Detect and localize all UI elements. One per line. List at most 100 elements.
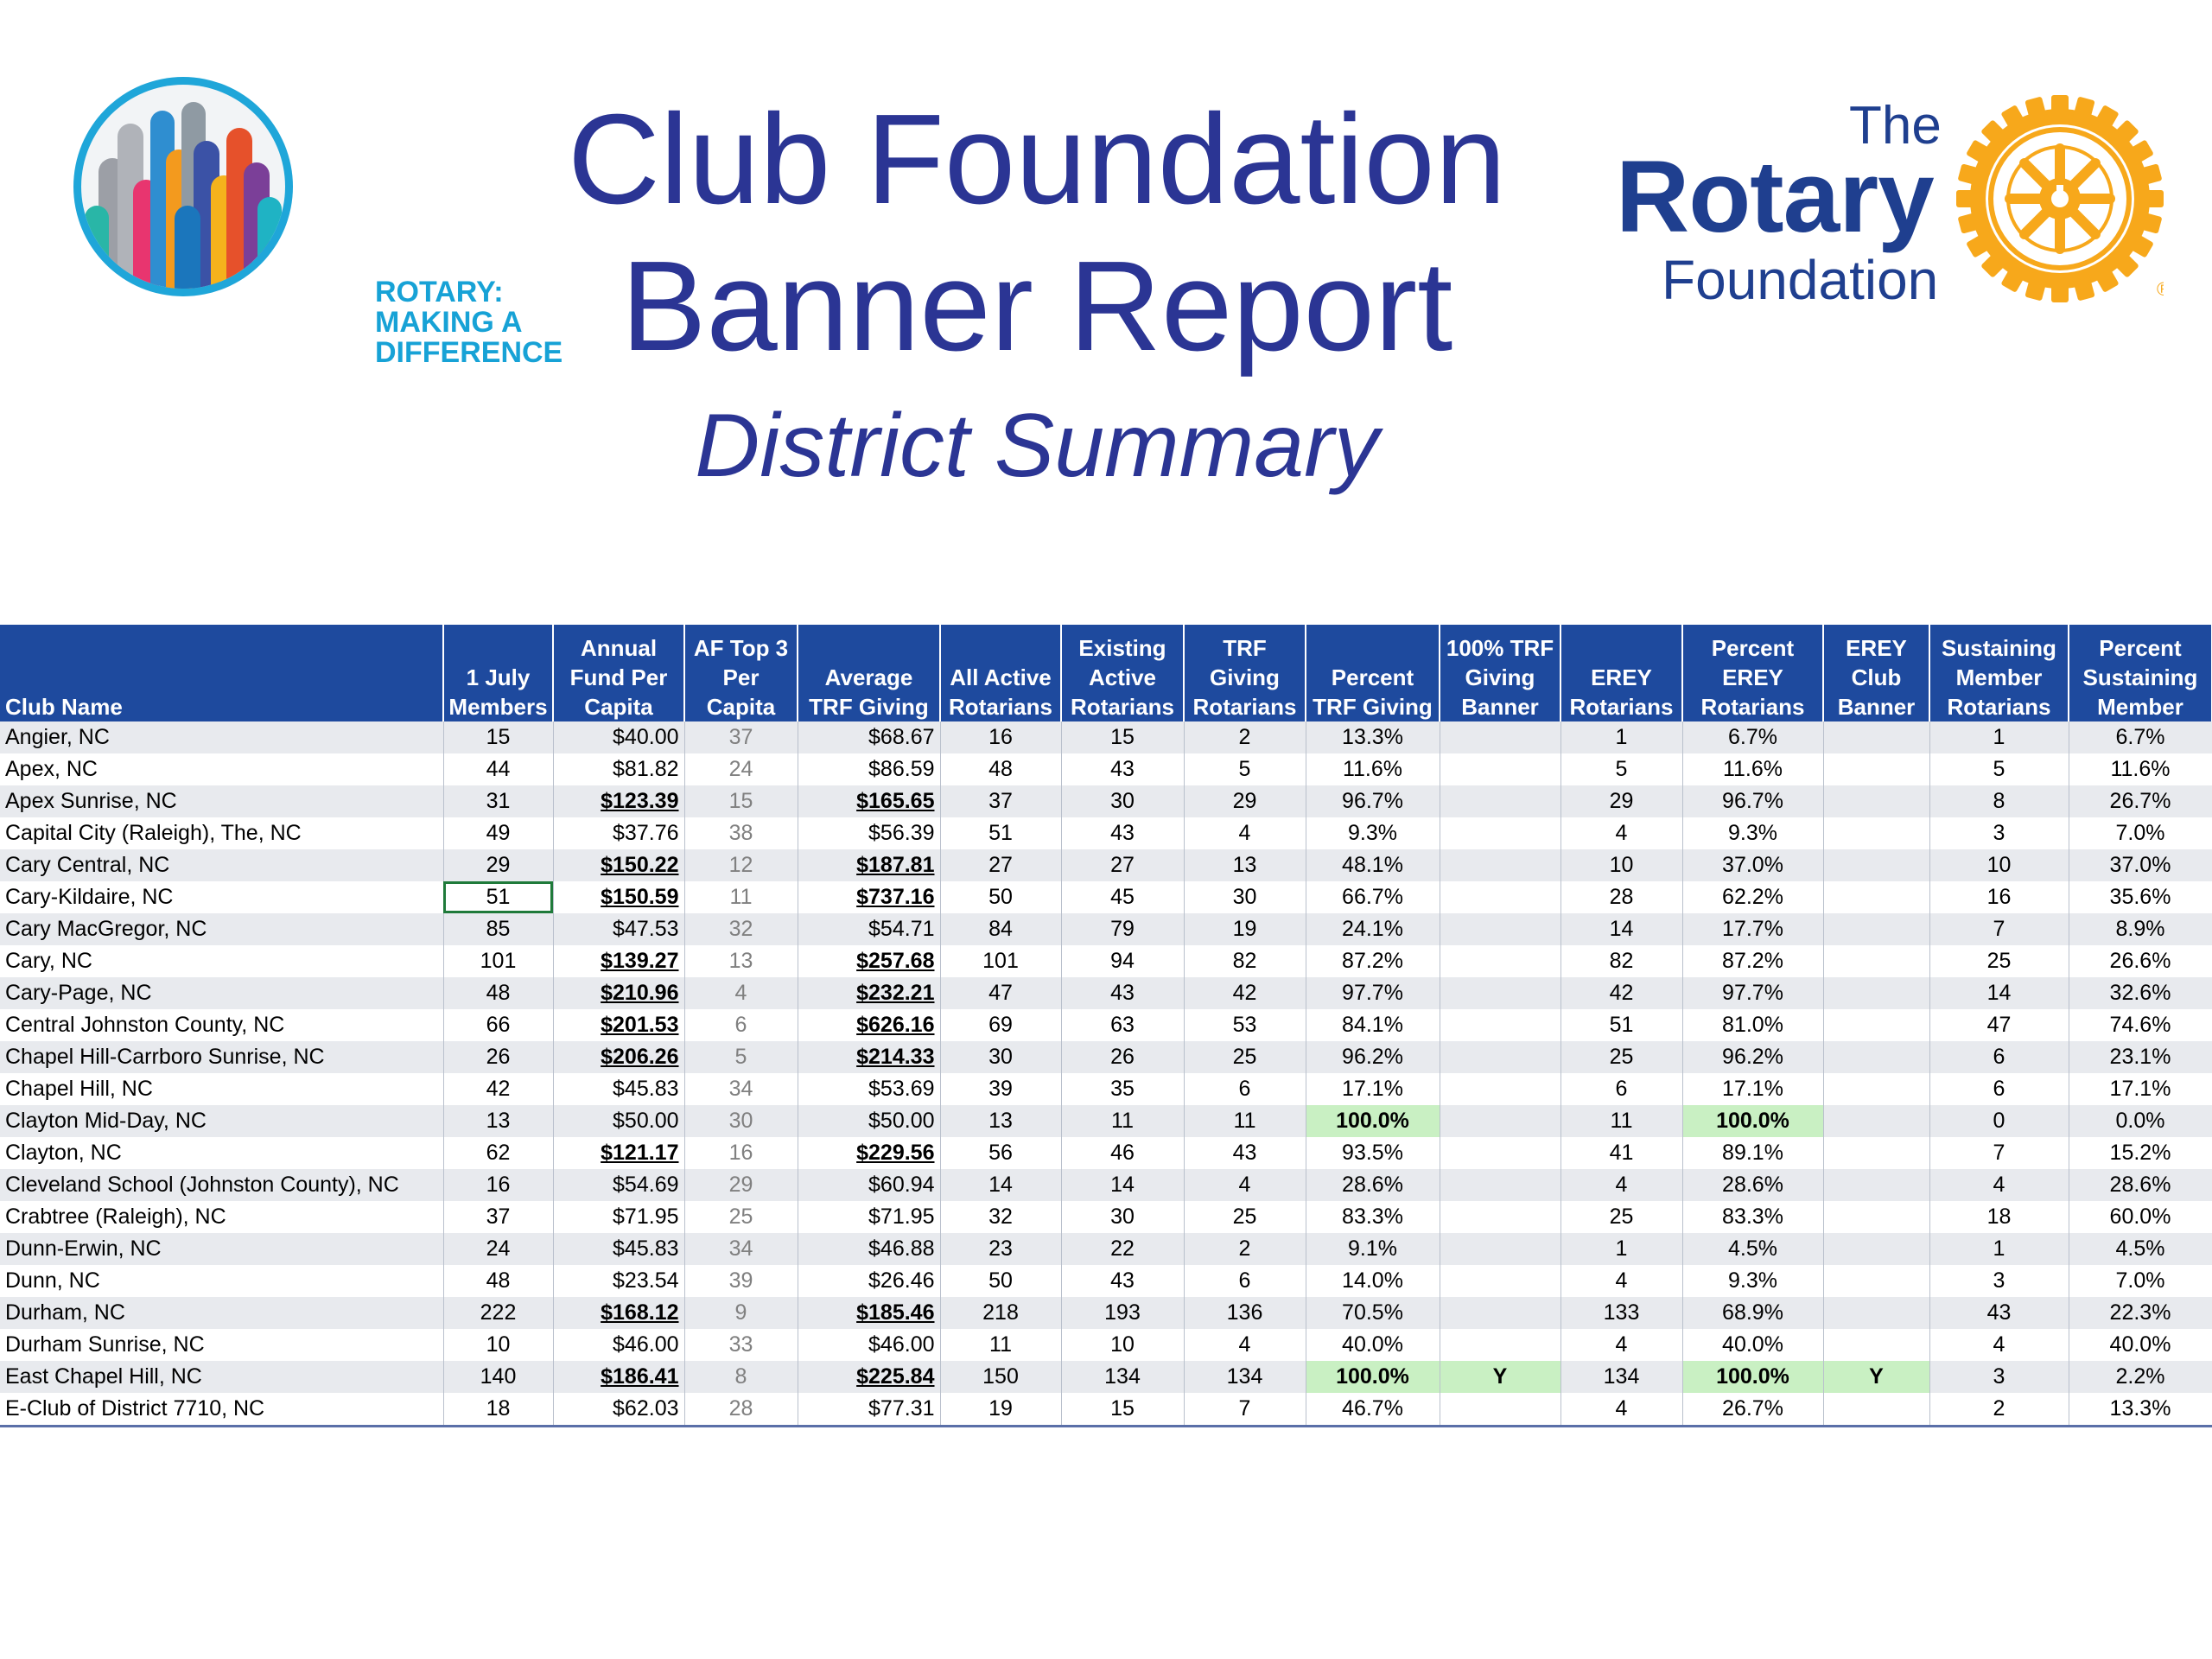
table-cell[interactable]: $37.76	[553, 817, 685, 849]
table-cell[interactable]	[1823, 753, 1930, 785]
table-cell[interactable]: 7.0%	[2069, 1265, 2212, 1297]
table-cell[interactable]: 13.3%	[2069, 1393, 2212, 1427]
table-cell[interactable]: 63	[1061, 1009, 1185, 1041]
table-cell[interactable]: 22	[1061, 1233, 1185, 1265]
table-cell[interactable]: 1	[1560, 721, 1683, 753]
table-cell[interactable]: 7	[1929, 1137, 2069, 1169]
table-cell[interactable]	[1823, 1329, 1930, 1361]
table-cell[interactable]: 85	[443, 913, 554, 945]
table-cell[interactable]: 222	[443, 1297, 554, 1329]
column-header[interactable]: Percent Sustaining Member	[2069, 625, 2212, 721]
table-cell[interactable]: 6.7%	[2069, 721, 2212, 753]
table-cell[interactable]: 13	[1184, 849, 1306, 881]
table-cell[interactable]: 2.2%	[2069, 1361, 2212, 1393]
table-cell[interactable]: Apex Sunrise, NC	[0, 785, 444, 817]
table-cell[interactable]: 15	[1061, 721, 1185, 753]
table-cell[interactable]: $71.95	[553, 1201, 685, 1233]
table-cell[interactable]: 0	[1929, 1105, 2069, 1137]
table-cell[interactable]: 24	[443, 1233, 554, 1265]
table-cell[interactable]: 32	[940, 1201, 1062, 1233]
table-cell[interactable]: $50.00	[798, 1105, 941, 1137]
table-cell[interactable]: 11.6%	[2069, 753, 2212, 785]
table-cell[interactable]: 6	[684, 1009, 798, 1041]
table-cell[interactable]: $257.68	[798, 945, 941, 977]
table-cell[interactable]: 44	[443, 753, 554, 785]
table-cell[interactable]: 96.7%	[1682, 785, 1824, 817]
table-cell[interactable]: 3	[1929, 817, 2069, 849]
table-cell[interactable]: 51	[443, 881, 554, 913]
table-cell[interactable]: 101	[443, 945, 554, 977]
table-cell[interactable]	[1440, 1265, 1561, 1297]
table-cell[interactable]: $150.22	[553, 849, 685, 881]
table-row[interactable]: Clayton, NC 62 $121.17 16 $229.56 56 46 43 93.5%…	[0, 1137, 2212, 1169]
table-cell[interactable]: 8	[1929, 785, 2069, 817]
table-cell[interactable]: $185.46	[798, 1297, 941, 1329]
table-cell[interactable]: 94	[1061, 945, 1185, 977]
table-cell[interactable]: 4	[684, 977, 798, 1009]
table-cell[interactable]: 16	[443, 1169, 554, 1201]
table-cell[interactable]	[1440, 913, 1561, 945]
table-cell[interactable]	[1440, 1393, 1561, 1427]
table-cell[interactable]	[1823, 977, 1930, 1009]
table-cell[interactable]: $187.81	[798, 849, 941, 881]
table-cell[interactable]	[1823, 1233, 1930, 1265]
table-row[interactable]: Cleveland School (Johnston County), NC 16…	[0, 1169, 2212, 1201]
table-cell[interactable]: $201.53	[553, 1009, 685, 1041]
table-cell[interactable]	[1440, 1041, 1561, 1073]
table-cell[interactable]: 4	[1929, 1329, 2069, 1361]
table-cell[interactable]: 16	[940, 721, 1062, 753]
table-cell[interactable]: 37	[443, 1201, 554, 1233]
table-cell[interactable]: 6	[1929, 1073, 2069, 1105]
table-cell[interactable]: 27	[940, 849, 1062, 881]
table-row[interactable]: Cary MacGregor, NC 85 $47.53 32 $54.71 84 79 19…	[0, 913, 2212, 945]
table-cell[interactable]: 2	[1184, 721, 1306, 753]
table-cell[interactable]: 97.7%	[1306, 977, 1440, 1009]
table-cell[interactable]: 8.9%	[2069, 913, 2212, 945]
table-cell[interactable]: 14	[1560, 913, 1683, 945]
table-cell[interactable]: 39	[684, 1265, 798, 1297]
table-cell[interactable]	[1440, 1137, 1561, 1169]
table-cell[interactable]: 47	[940, 977, 1062, 1009]
table-cell[interactable]: 7	[1184, 1393, 1306, 1427]
table-cell[interactable]: Cary-Kildaire, NC	[0, 881, 444, 913]
table-cell[interactable]	[1823, 913, 1930, 945]
table-cell[interactable]	[1823, 1041, 1930, 1073]
table-cell[interactable]: $214.33	[798, 1041, 941, 1073]
table-cell[interactable]: $139.27	[553, 945, 685, 977]
table-row[interactable]: Apex Sunrise, NC 31 $123.39 15 $165.65 37 30 29…	[0, 785, 2212, 817]
table-cell[interactable]: 48	[443, 1265, 554, 1297]
table-cell[interactable]	[1440, 721, 1561, 753]
table-cell[interactable]: 14	[1929, 977, 2069, 1009]
table-cell[interactable]: 22.3%	[2069, 1297, 2212, 1329]
column-header[interactable]: 1 July Members	[443, 625, 554, 721]
column-header[interactable]: Club Name	[0, 625, 444, 721]
table-cell[interactable]: Y	[1823, 1361, 1930, 1393]
table-row[interactable]: Durham, NC 222 $168.12 9 $185.46 218 193 136 70.…	[0, 1297, 2212, 1329]
table-cell[interactable]: 11	[1061, 1105, 1185, 1137]
table-cell[interactable]: 49	[443, 817, 554, 849]
column-header[interactable]: Average TRF Giving	[798, 625, 941, 721]
table-cell[interactable]	[1440, 1009, 1561, 1041]
table-cell[interactable]: 18	[443, 1393, 554, 1427]
table-cell[interactable]: $86.59	[798, 753, 941, 785]
table-cell[interactable]: 50	[940, 881, 1062, 913]
table-cell[interactable]: 35.6%	[2069, 881, 2212, 913]
table-cell[interactable]: 100.0%	[1306, 1361, 1440, 1393]
table-cell[interactable]: 70.5%	[1306, 1297, 1440, 1329]
column-header[interactable]: Percent TRF Giving	[1306, 625, 1440, 721]
table-cell[interactable]: 26	[443, 1041, 554, 1073]
table-cell[interactable]: 150	[940, 1361, 1062, 1393]
table-cell[interactable]: 3	[1929, 1361, 2069, 1393]
table-cell[interactable]: Cary-Page, NC	[0, 977, 444, 1009]
table-cell[interactable]: Crabtree (Raleigh), NC	[0, 1201, 444, 1233]
table-cell[interactable]	[1823, 881, 1930, 913]
table-row[interactable]: Central Johnston County, NC 66 $201.53 6 $62…	[0, 1009, 2212, 1041]
table-cell[interactable]: 10	[1061, 1329, 1185, 1361]
table-cell[interactable]: 134	[1184, 1361, 1306, 1393]
table-cell[interactable]: 17.1%	[2069, 1073, 2212, 1105]
table-cell[interactable]: 48	[443, 977, 554, 1009]
table-cell[interactable]: 9	[684, 1297, 798, 1329]
table-cell[interactable]: 17.7%	[1682, 913, 1824, 945]
table-cell[interactable]: 29	[1560, 785, 1683, 817]
table-cell[interactable]: 28.6%	[1306, 1169, 1440, 1201]
